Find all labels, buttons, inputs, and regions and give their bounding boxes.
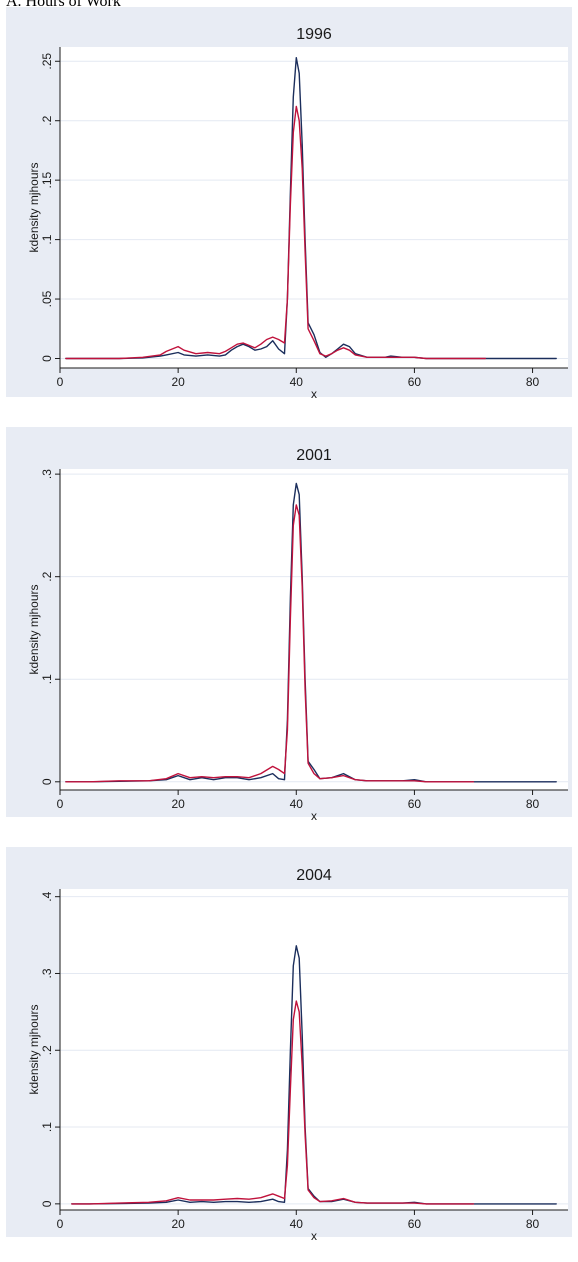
x-tick-label: 40 (290, 797, 304, 811)
x-tick-label: 0 (57, 797, 64, 811)
density-line-2 (71, 1000, 475, 1205)
x-tick-label: 0 (57, 375, 64, 389)
y-tick-label: .1 (40, 1122, 54, 1132)
y-tick-label: .1 (40, 234, 54, 244)
y-tick-label: .2 (40, 115, 54, 125)
density-line-2 (65, 504, 475, 783)
y-tick-label: .4 (40, 891, 54, 901)
x-tick-label: 60 (408, 1217, 422, 1231)
y-tick-label: .15 (40, 171, 54, 188)
x-axis-label: x (311, 387, 317, 401)
page-heading: A. Hours of Work (6, 0, 121, 10)
y-tick-label: .05 (40, 290, 54, 307)
density-line-1 (65, 482, 557, 783)
y-tick-label: .2 (40, 571, 54, 581)
x-tick-label: 60 (408, 375, 422, 389)
y-tick-label: .3 (40, 469, 54, 479)
chart-title: 1996 (296, 26, 332, 43)
x-axis-label: x (311, 809, 317, 823)
x-tick-label: 80 (526, 1217, 540, 1231)
x-tick-label: 40 (290, 1217, 304, 1231)
y-tick-label: 0 (40, 778, 54, 785)
chart-panel-2001: 2001 0 .1 .2 .3 0 20 40 60 80 x kdensity mjhours (6, 427, 572, 823)
chart-panel-1996: 1996 0 .05 .1 .15 .2 .25 0 20 40 60 80 x kdensity mjh… (6, 7, 572, 401)
x-axis-label: x (311, 1229, 317, 1243)
x-tick-label: 20 (171, 1217, 185, 1231)
y-axis-label: kdensity mjhours (27, 162, 41, 252)
y-tick-label: .25 (40, 53, 54, 70)
y-tick-label: .1 (40, 674, 54, 684)
x-tick-label: 20 (171, 375, 185, 389)
chart-title: 2004 (296, 867, 332, 884)
chart-panel-2004: 2004 0 .1 .2 .3 .4 0 20 40 60 80 x kdensity mjhours (6, 847, 572, 1243)
x-tick-label: 20 (171, 797, 185, 811)
y-axis-label: kdensity mjhours (27, 584, 41, 674)
y-tick-label: .2 (40, 1045, 54, 1055)
density-line-1 (65, 57, 557, 360)
y-tick-label: 0 (40, 355, 54, 362)
plot-area (60, 47, 568, 368)
y-tick-label: .3 (40, 968, 54, 978)
plot-area (60, 889, 568, 1210)
chart-title: 2001 (296, 447, 332, 464)
density-line-2 (65, 105, 486, 360)
x-tick-label: 40 (290, 375, 304, 389)
x-tick-label: 60 (408, 797, 422, 811)
y-axis-label: kdensity mjhours (27, 1004, 41, 1094)
plot-area (60, 469, 568, 790)
y-tick-label: 0 (40, 1200, 54, 1207)
x-tick-label: 80 (526, 797, 540, 811)
x-tick-label: 0 (57, 1217, 64, 1231)
x-tick-label: 80 (526, 375, 540, 389)
